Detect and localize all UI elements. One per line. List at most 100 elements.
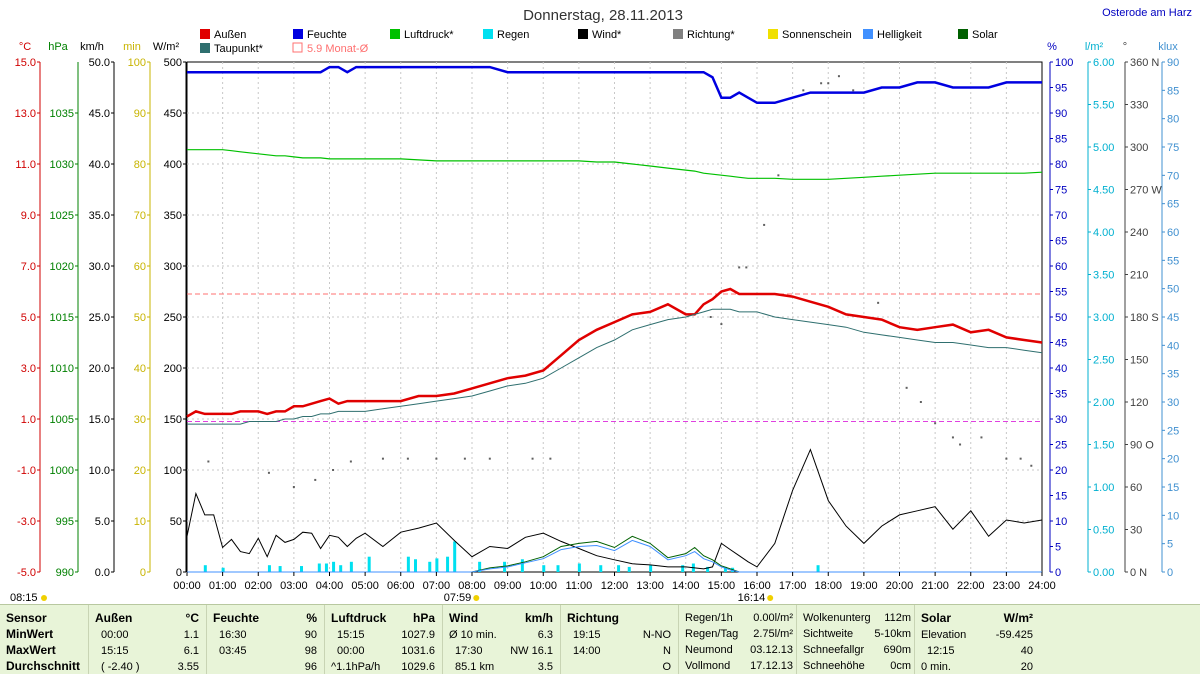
rain-bar [221,567,225,572]
richtung-avg-value: O [662,661,671,673]
feuchte-column: Feuchte % 16:30 90 03:45 98 96 [206,605,325,674]
x-tick-label: 06:00 [387,580,415,592]
x-tick-label: 00:00 [173,580,201,592]
axis-tick-label-lm2: 5.50 [1093,100,1114,112]
direction-point [951,436,954,439]
schneehoehe-value: 0cm [890,660,911,672]
series-line-taupunkt [187,308,1043,425]
legend-label: Luftdruck* [404,29,454,41]
axis-tick-label-min: 20 [134,465,146,477]
axis-unit-kmh: km/h [80,41,104,53]
legend-item: Feuchte [293,29,347,41]
legend-item: Luftdruck* [390,29,454,41]
rain-bar [414,559,417,572]
sunrise-mark: 07:59 [444,592,472,604]
direction-point [488,457,491,460]
axis-tick-label-lm2: 0.50 [1093,525,1114,537]
axis-tick-label-klux: 75 [1167,142,1179,154]
axis-tick-label-pct: 55 [1055,287,1067,299]
wolken-column: Wolkenunterg 112m Sichtweite 5-10km Schn… [796,605,915,674]
x-tick-label: 13:00 [636,580,664,592]
axis-tick-label-hpa: 1025 [50,210,74,222]
series-line-luftdruck [187,149,1043,180]
axis-tick-label-hpa: 1020 [50,261,74,273]
legend-item: Außen [200,29,246,41]
x-tick-label: 23:00 [993,580,1021,592]
axis-tick-label-min: 0 [140,567,146,579]
axis-tick-label-lm2: 5.00 [1093,142,1114,154]
wind-distance: 85.1 km [455,661,495,673]
axis-tick-label-deg: 30 [1130,525,1142,537]
axis-tick-label-lm2: 6.00 [1093,57,1114,69]
axis-tick-label-klux: 90 [1167,57,1179,69]
schneefallgr-label: Schneefallgr [803,644,865,656]
sunrise-time: 08:15 [10,592,38,604]
axis-tick-label-deg: 300 [1130,142,1148,154]
axis-tick-label-klux: 35 [1167,369,1179,381]
direction-point [959,443,962,446]
direction-point [720,323,723,326]
axis-tick-label-deg: 180 S [1130,312,1159,324]
feuchte-max-time: 03:45 [219,645,247,657]
axis-tick-label-klux: 50 [1167,284,1179,296]
x-tick-label: 09:00 [494,580,522,592]
wind-avg-value: 6.3 [537,629,553,641]
rain-bar [267,565,271,572]
direction-point [745,266,748,269]
axis-tick-label-hpa: 990 [56,567,74,579]
axis-tick-label-wm2: 0 [176,567,182,579]
x-tick-label: 02:00 [244,580,272,592]
luftdruck-min-time: 15:15 [337,629,365,641]
wind-mean-value: 3.5 [537,661,553,673]
axis-tick-label-min: 100 [128,57,146,69]
summary-panel: Sensor MinWert MaxWert Durchschnitt Auße… [0,604,1200,674]
aussen-min-value: 1.1 [183,629,199,641]
solar-unit: W/m² [1003,611,1033,625]
axis-tick-label-klux: 15 [1167,482,1179,494]
axis-tick-label-hpa: 1030 [50,159,74,171]
axis-tick-label-temp: 11.0 [15,159,36,171]
legend-item: Sonnenschein [768,29,852,41]
legend-swatch [293,29,303,39]
legend-swatch [390,29,400,39]
legend-label: Helligkeit [877,29,922,41]
rain-bar [300,566,303,572]
legend-swatch [483,29,493,39]
vollmond-label: Vollmond [685,660,731,672]
grid [186,61,1043,573]
location-label: Osterode am Harz [1102,7,1192,19]
axis-tick-label-deg: 270 W [1130,185,1162,197]
rain-bar [278,566,282,572]
direction-point [332,469,335,471]
x-tick-label: 01:00 [209,580,237,592]
sensor-column: Sensor MinWert MaxWert Durchschnitt [0,605,88,674]
rain-bar [317,563,321,572]
direction-point [919,401,922,403]
direction-point [934,422,937,425]
direction-point [827,82,830,85]
axis-tick-label-temp: 7.0 [21,261,36,273]
solar-max-value: 40 [1020,645,1033,657]
rain-bar [617,565,621,572]
axis-tick-label-deg: 360 N [1130,57,1159,69]
axis-tick-label-pct: 50 [1055,312,1067,324]
axis-tick-label-hpa: 1000 [50,465,74,477]
direction-point [1005,457,1008,460]
regen-tag-value: 2.75l/m² [753,628,793,640]
luftdruck-trend: ^1.1hPa/h [331,661,381,673]
direction-point [763,223,766,226]
solar-header: Solar [921,611,952,625]
rain-bar [706,566,710,572]
aussen-header: Außen [95,611,133,625]
row-label-max: MaxWert [6,643,56,657]
axis-tick-label-pct: 20 [1055,465,1067,477]
aussen-max-value: 6.1 [183,645,199,657]
richtung-min-value: N-NO [642,629,671,641]
rain-bar [428,561,432,572]
axis-tick-label-min: 10 [134,516,146,528]
axis-tick-label-deg: 210 [1130,270,1148,282]
luftdruck-avg-value: 1029.6 [401,661,435,673]
axis-tick-label-lm2: 4.50 [1093,185,1114,197]
axis-tick-label-min: 40 [134,363,146,375]
axis-tick-label-hpa: 1015 [50,312,74,324]
